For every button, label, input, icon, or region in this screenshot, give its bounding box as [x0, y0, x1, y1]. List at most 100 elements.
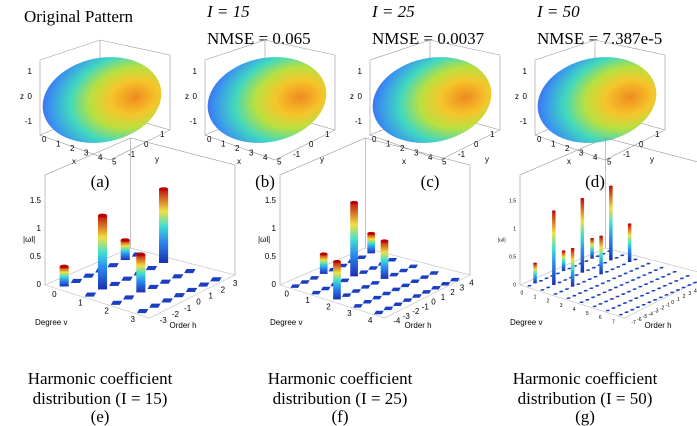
tile	[647, 301, 652, 304]
x-tick-label: 1	[56, 140, 61, 149]
tile	[400, 283, 411, 288]
order-tick-label: 0	[671, 300, 674, 306]
bar	[333, 261, 341, 300]
order-tick-label: -7	[631, 320, 636, 326]
tile	[612, 277, 617, 280]
x-tick-label: 1	[551, 140, 556, 149]
order-tick-label: -3	[654, 308, 659, 314]
bar	[552, 211, 556, 286]
y-axis-label: y	[155, 155, 159, 164]
tile	[656, 287, 662, 290]
tile	[618, 313, 624, 316]
degree-tick-label: 3	[347, 309, 352, 318]
z-tick-label: -1	[520, 117, 528, 126]
degree-tick-label: 2	[104, 307, 109, 316]
tile	[419, 275, 430, 279]
iteration-label: I = 15	[206, 2, 250, 21]
caption-line: Harmonic coefficient	[268, 369, 413, 388]
tile	[673, 280, 679, 282]
bar-top	[561, 250, 566, 252]
x-tick-label: 5	[607, 158, 612, 167]
value-axis-label: |ωl|	[258, 235, 270, 244]
tile	[587, 278, 592, 280]
bar-top	[599, 235, 603, 238]
tile	[621, 263, 627, 266]
tile	[563, 279, 568, 281]
tile	[638, 285, 643, 288]
value-axis-label: |ωl|	[498, 237, 506, 243]
tile	[653, 269, 658, 271]
tile	[210, 277, 222, 282]
z-tick-label: -1	[190, 117, 198, 126]
tile	[621, 293, 626, 295]
frame	[204, 55, 336, 161]
tile	[606, 280, 611, 282]
tile	[136, 308, 149, 314]
tile	[450, 277, 460, 282]
tile	[589, 287, 594, 290]
z-tick-label: -1	[25, 117, 33, 126]
tile	[362, 300, 373, 304]
tile	[564, 288, 570, 290]
x-tick-label: 4	[98, 153, 103, 162]
tile	[635, 306, 641, 309]
order-axis-label: Order h	[405, 321, 432, 330]
y-tick-label: -1	[458, 150, 466, 159]
tile	[642, 274, 647, 276]
x-tick-label: 4	[428, 153, 433, 162]
order-axis-label: Order h	[645, 321, 672, 330]
caption-line: Harmonic coefficient	[28, 369, 173, 388]
bar	[380, 240, 389, 279]
degree-axis-label: Degree v	[35, 318, 67, 327]
bar-top	[533, 262, 537, 265]
bar	[590, 238, 594, 259]
degree-axis-label: Degree v	[270, 318, 302, 327]
x-tick-label: 3	[249, 149, 254, 158]
tile	[660, 275, 666, 278]
order-tick-label: 3	[688, 291, 691, 297]
tile	[643, 283, 649, 285]
order-tick-label: -2	[172, 310, 180, 319]
bar-top	[609, 185, 613, 188]
bar-top	[570, 247, 575, 250]
bar-top	[159, 187, 169, 191]
caption-line: Harmonic coefficient	[513, 369, 658, 388]
bar	[120, 240, 130, 261]
tile	[538, 280, 544, 282]
tile	[147, 284, 159, 289]
tile	[600, 282, 606, 285]
x-tick-label: 0	[537, 135, 542, 144]
tile	[651, 289, 656, 292]
degree-tick-label: 6	[599, 315, 602, 321]
z-tick-label: 1	[523, 67, 528, 76]
tile	[358, 270, 369, 274]
tile	[576, 283, 581, 285]
z-axis-label: z	[20, 92, 24, 101]
order-tick-label: -5	[643, 314, 648, 320]
panel-label: (e)	[91, 407, 110, 426]
value-tick-label: 0.5	[30, 252, 42, 261]
tile	[591, 266, 596, 269]
degree-axis-label: Degree v	[510, 318, 542, 327]
z-tick-label: 0	[193, 92, 198, 101]
bar-top	[319, 252, 328, 256]
bar-top	[552, 210, 556, 212]
tile	[590, 296, 596, 299]
tile	[640, 265, 645, 267]
tile	[339, 278, 350, 283]
tile	[629, 270, 634, 272]
tile	[649, 280, 654, 283]
tile	[672, 271, 677, 273]
order-tick-label: 2	[221, 285, 226, 294]
bar	[570, 248, 575, 287]
order-tick-label: 0	[431, 298, 436, 307]
bar	[561, 251, 566, 272]
tile	[669, 291, 675, 294]
tile	[123, 295, 135, 300]
degree-tick-label: 4	[368, 316, 373, 325]
degree-tick-label: 1	[78, 298, 83, 307]
tile	[614, 257, 619, 259]
value-tick-label: 0.5	[509, 254, 516, 260]
z-tick-label: 0	[358, 92, 363, 101]
bar	[580, 198, 585, 273]
